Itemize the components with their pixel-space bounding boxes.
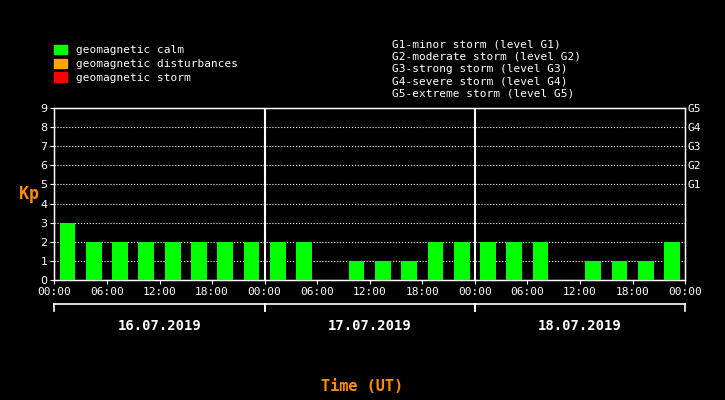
Bar <box>454 242 470 280</box>
Legend: geomagnetic calm, geomagnetic disturbances, geomagnetic storm: geomagnetic calm, geomagnetic disturbanc… <box>54 45 238 83</box>
Bar <box>244 242 260 280</box>
Bar <box>611 261 627 280</box>
Bar <box>165 242 181 280</box>
Text: G4-severe storm (level G4): G4-severe storm (level G4) <box>392 76 568 86</box>
Text: G2-moderate storm (level G2): G2-moderate storm (level G2) <box>392 52 581 62</box>
Bar <box>428 242 443 280</box>
Bar <box>270 242 286 280</box>
Y-axis label: Kp: Kp <box>19 185 39 203</box>
Bar <box>86 242 102 280</box>
Bar <box>533 242 548 280</box>
Text: 16.07.2019: 16.07.2019 <box>117 319 202 333</box>
Bar <box>349 261 365 280</box>
Bar <box>638 261 654 280</box>
Bar <box>138 242 154 280</box>
Text: 18.07.2019: 18.07.2019 <box>538 319 622 333</box>
Bar <box>218 242 233 280</box>
Text: Time (UT): Time (UT) <box>321 379 404 394</box>
Text: G5-extreme storm (level G5): G5-extreme storm (level G5) <box>392 89 574 99</box>
Bar <box>664 242 680 280</box>
Bar <box>191 242 207 280</box>
Text: 17.07.2019: 17.07.2019 <box>328 319 412 333</box>
Bar <box>296 242 312 280</box>
Bar <box>506 242 522 280</box>
Bar <box>375 261 391 280</box>
Bar <box>59 223 75 280</box>
Text: G1-minor storm (level G1): G1-minor storm (level G1) <box>392 39 560 49</box>
Bar <box>401 261 417 280</box>
Bar <box>585 261 601 280</box>
Bar <box>480 242 496 280</box>
Text: G3-strong storm (level G3): G3-strong storm (level G3) <box>392 64 568 74</box>
Bar <box>112 242 128 280</box>
